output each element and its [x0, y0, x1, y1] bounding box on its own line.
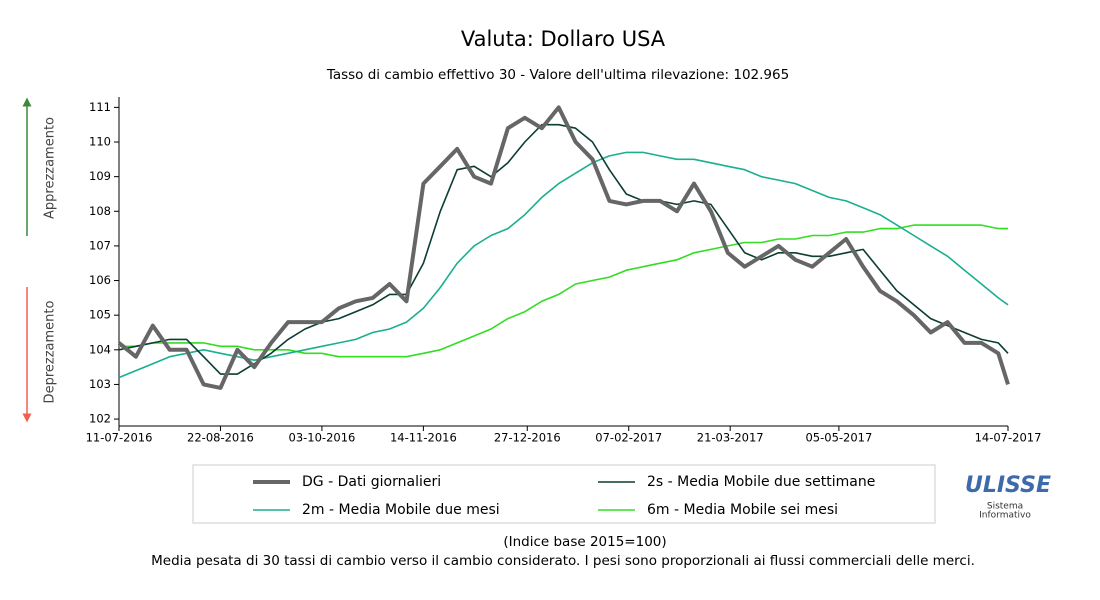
x-tick-label: 11-07-2016: [86, 431, 153, 445]
y-tick-label: 105: [89, 308, 111, 322]
note: (Indice base 2015=100): [503, 534, 666, 550]
x-tick-label: 05-05-2017: [805, 431, 872, 445]
y-tick-label: 110: [89, 135, 111, 149]
y-tick-label: 103: [89, 377, 111, 391]
chart-title: Valuta: Dollaro USA: [461, 27, 666, 51]
y-tick-label: 108: [89, 204, 111, 218]
x-tick-label: 14-07-2017: [975, 431, 1042, 445]
legend-label: 2m - Media Mobile due mesi: [302, 502, 500, 518]
legend-label: 6m - Media Mobile sei mesi: [647, 502, 838, 518]
annotation-up: Apprezzamento: [43, 117, 58, 219]
logo-line: Informativo: [979, 511, 1031, 521]
series-line: [118, 123, 1009, 375]
legend-label: DG - Dati giornalieri: [302, 474, 441, 490]
note: Media pesata di 30 tassi di cambio verso…: [151, 553, 975, 569]
y-tick-label: 102: [89, 412, 111, 426]
y-tick-label: 106: [89, 273, 111, 287]
legend-box: [192, 464, 936, 524]
y-tick-label: 111: [89, 100, 111, 114]
x-tick-label: 07-02-2017: [595, 431, 662, 445]
x-tick-label: 14-11-2016: [390, 431, 457, 445]
y-tick-label: 104: [89, 342, 111, 356]
y-tick-label: 109: [89, 169, 111, 183]
series-line: [118, 151, 1009, 379]
logo: ULISSE: [965, 473, 1051, 498]
x-tick-label: 03-10-2016: [289, 431, 356, 445]
x-tick-label: 27-12-2016: [494, 431, 561, 445]
series-line: [117, 105, 1010, 390]
x-tick-label: 22-08-2016: [187, 431, 254, 445]
y-tick-label: 107: [89, 238, 111, 252]
series-line: [119, 224, 1008, 358]
logo-line: Sistema: [987, 502, 1023, 512]
chart-subtitle: Tasso di cambio effettivo 30 - Valore de…: [326, 67, 789, 83]
annotation-down: Deprezzamento: [43, 301, 58, 404]
x-tick-label: 21-03-2017: [697, 431, 764, 445]
legend-label: 2s - Media Mobile due settimane: [647, 474, 875, 490]
